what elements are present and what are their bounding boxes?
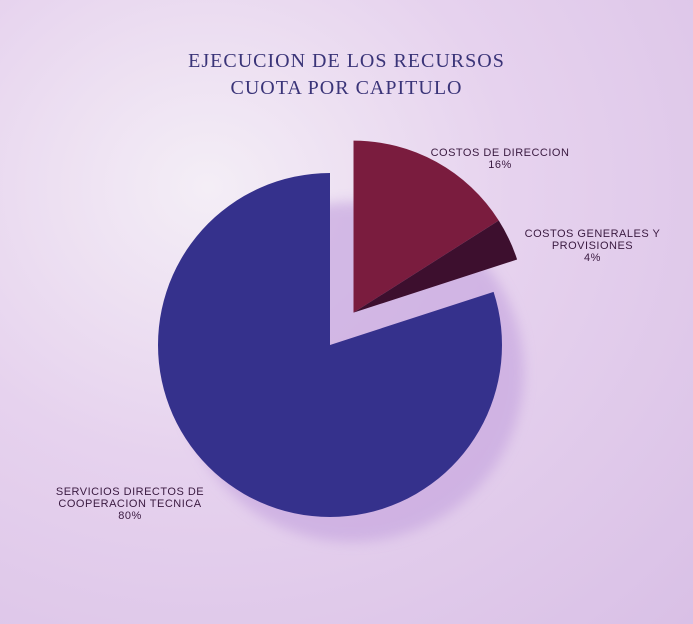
value-label: 16% (488, 159, 512, 171)
value-label: 4% (584, 252, 601, 264)
slice-label: COSTOS DE DIRECCION 16% (420, 147, 580, 171)
pie-slice (353, 220, 518, 313)
pie-slice (353, 140, 499, 313)
slice-label: COSTOS GENERALES Y PROVISIONES 4% (510, 228, 675, 264)
value-label: 80% (118, 510, 142, 522)
pie-slice (157, 173, 502, 517)
chart-subtitle: CUOTA POR CAPITULO (230, 77, 463, 99)
slice-label: SERVICIOS DIRECTOS DE COOPERACION TECNIC… (25, 486, 235, 522)
category-label: SERVICIOS DIRECTOS DE COOPERACION TECNIC… (55, 486, 205, 510)
category-label: COSTOS DE DIRECCION (430, 147, 570, 159)
chart-title: EJECUCION DE LOS RECURSOS (188, 50, 505, 72)
category-label: COSTOS GENERALES Y PROVISIONES (524, 228, 661, 252)
